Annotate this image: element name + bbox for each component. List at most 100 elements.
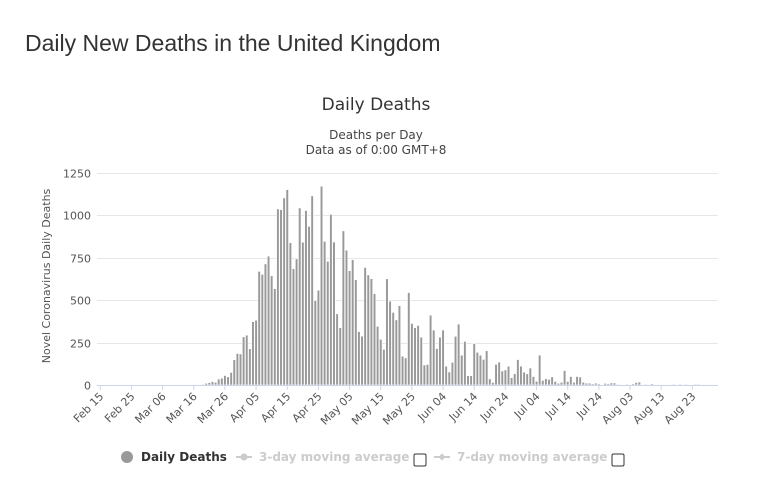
bar[interactable] (257, 271, 261, 386)
bar[interactable] (447, 371, 451, 386)
bar[interactable] (503, 369, 507, 386)
bar[interactable] (513, 373, 517, 386)
bar[interactable] (407, 292, 411, 386)
bar[interactable] (416, 325, 420, 386)
bar[interactable] (266, 255, 271, 386)
bar[interactable] (388, 300, 392, 386)
bar[interactable] (372, 293, 377, 386)
bar[interactable] (270, 275, 274, 386)
bar[interactable] (634, 382, 638, 386)
toggle-7-day-checkbox[interactable] (611, 453, 625, 467)
bar[interactable] (516, 359, 520, 386)
bar[interactable] (319, 185, 324, 386)
bar[interactable] (391, 312, 395, 386)
bar[interactable] (453, 336, 458, 386)
toggle-3-day-checkbox[interactable] (413, 453, 427, 467)
bar[interactable] (609, 382, 613, 386)
legend-item-7-day-average[interactable]: 7-day moving average (434, 450, 607, 464)
bar[interactable] (563, 370, 567, 386)
bar[interactable] (444, 365, 448, 386)
bar[interactable] (472, 343, 476, 386)
bar[interactable] (566, 381, 570, 386)
bar[interactable] (363, 267, 367, 386)
bar[interactable] (559, 381, 564, 386)
bar[interactable] (584, 382, 588, 386)
bar[interactable] (207, 382, 211, 386)
bar[interactable] (214, 381, 218, 386)
bar[interactable] (429, 314, 433, 386)
bar[interactable] (422, 364, 426, 386)
bar[interactable] (323, 241, 327, 386)
bar[interactable] (481, 359, 486, 386)
bar[interactable] (500, 370, 504, 386)
bar[interactable] (494, 364, 498, 386)
bar[interactable] (594, 382, 598, 386)
bar[interactable] (376, 326, 380, 386)
bar[interactable] (332, 241, 336, 386)
bar[interactable] (354, 279, 358, 386)
bar[interactable] (575, 376, 579, 386)
bar[interactable] (469, 375, 473, 386)
bar[interactable] (587, 382, 592, 386)
bar[interactable] (248, 348, 252, 386)
bar[interactable] (226, 376, 230, 386)
bar[interactable] (581, 381, 585, 386)
bar[interactable] (693, 383, 698, 386)
bar[interactable] (441, 329, 445, 386)
bar[interactable] (291, 268, 296, 386)
bar[interactable] (366, 274, 370, 386)
bar[interactable] (650, 383, 654, 386)
bar[interactable] (220, 377, 224, 386)
bar[interactable] (485, 350, 489, 386)
bar[interactable] (541, 380, 545, 386)
bar[interactable] (438, 336, 442, 386)
bar[interactable] (631, 383, 635, 386)
bar[interactable] (357, 331, 361, 386)
bar[interactable] (245, 334, 249, 386)
bar[interactable] (432, 329, 436, 386)
bar[interactable] (204, 382, 208, 386)
bar[interactable] (260, 274, 264, 386)
bar[interactable] (457, 323, 461, 386)
bar[interactable] (460, 354, 464, 386)
bar[interactable] (326, 261, 330, 386)
bar[interactable] (341, 230, 345, 386)
bar[interactable] (612, 382, 617, 386)
bar[interactable] (597, 383, 601, 386)
bar[interactable] (572, 381, 576, 386)
bar[interactable] (360, 335, 364, 386)
bar[interactable] (519, 365, 523, 386)
bar[interactable] (525, 373, 529, 386)
bar[interactable] (637, 381, 641, 386)
bar[interactable] (273, 288, 277, 386)
bar[interactable] (210, 381, 215, 386)
legend-item-3-day-average[interactable]: 3-day moving average (236, 450, 409, 464)
bar[interactable] (578, 376, 582, 386)
bar[interactable] (288, 242, 292, 386)
bar[interactable] (251, 321, 255, 386)
bar[interactable] (591, 383, 595, 386)
bar[interactable] (242, 336, 246, 386)
bar[interactable] (229, 372, 233, 386)
bar[interactable] (232, 359, 236, 386)
bar[interactable] (335, 313, 339, 386)
bar[interactable] (553, 381, 557, 386)
bar[interactable] (603, 382, 607, 386)
bar[interactable] (304, 210, 308, 386)
bar[interactable] (425, 364, 430, 386)
bar[interactable] (344, 249, 349, 386)
bar[interactable] (606, 383, 610, 386)
bar[interactable] (379, 339, 383, 386)
bar[interactable] (369, 278, 373, 386)
bar[interactable] (547, 379, 551, 386)
bar[interactable] (382, 349, 386, 386)
bar[interactable] (338, 327, 342, 386)
bar[interactable] (263, 263, 268, 386)
bar[interactable] (497, 361, 501, 386)
bar[interactable] (404, 357, 408, 386)
bar[interactable] (531, 376, 536, 386)
bar[interactable] (313, 300, 317, 386)
bar[interactable] (282, 197, 286, 386)
bar[interactable] (394, 319, 398, 386)
bar[interactable] (550, 376, 554, 386)
